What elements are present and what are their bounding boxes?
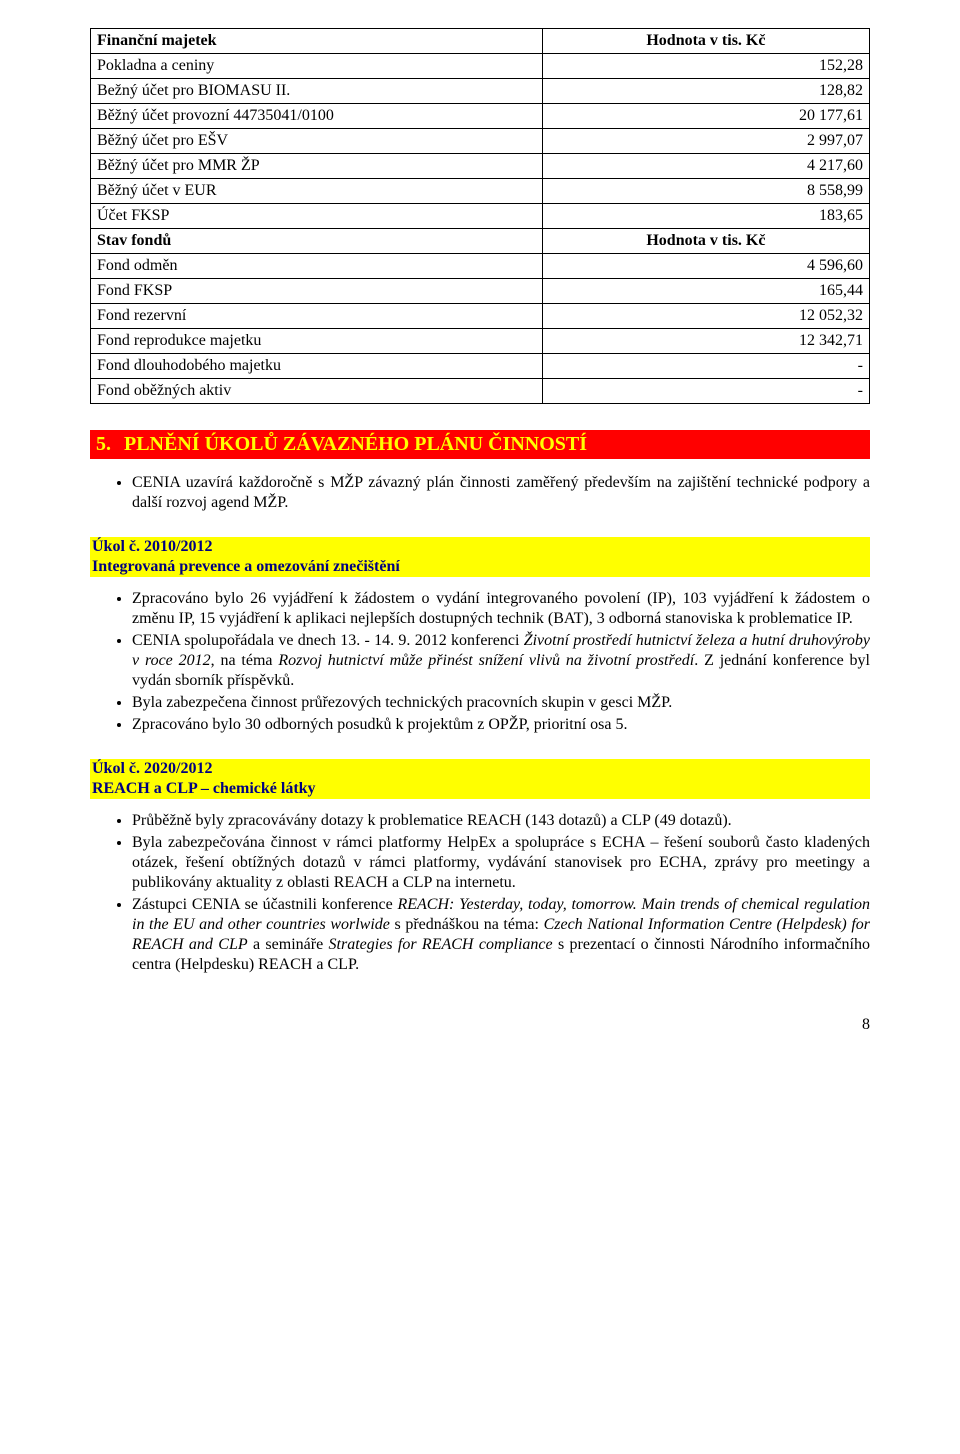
table-row: Fond oběžných aktiv- <box>91 379 870 404</box>
table-cell-label: Pokladna a ceniny <box>91 54 543 79</box>
table-cell-label: Stav fondů <box>91 229 543 254</box>
task-2020-header: Úkol č. 2020/2012 REACH a CLP – chemické… <box>90 759 870 799</box>
table-row: Bežný účet pro BIOMASU II.128,82 <box>91 79 870 104</box>
table-cell-value: 128,82 <box>542 79 869 104</box>
table-cell-value: 12 342,71 <box>542 329 869 354</box>
financial-table: Finanční majetekHodnota v tis. KčPokladn… <box>90 28 870 404</box>
list-item: Zpracováno bylo 30 odborných posudků k p… <box>132 715 870 735</box>
task-2020-name: REACH a CLP – chemické látky <box>92 780 316 797</box>
table-cell-value: 2 997,07 <box>542 129 869 154</box>
table-cell-value: 8 558,99 <box>542 179 869 204</box>
table-cell-value: - <box>542 354 869 379</box>
table-cell-value: 20 177,61 <box>542 104 869 129</box>
table-cell-label: Běžný účet pro EŠV <box>91 129 543 154</box>
table-cell-label: Fond odměn <box>91 254 543 279</box>
table-row: Fond dlouhodobého majetku- <box>91 354 870 379</box>
table-row: Účet FKSP183,65 <box>91 204 870 229</box>
table-row: Fond FKSP165,44 <box>91 279 870 304</box>
table-cell-value: Hodnota v tis. Kč <box>542 29 869 54</box>
table-row: Stav fondůHodnota v tis. Kč <box>91 229 870 254</box>
table-cell-value: 165,44 <box>542 279 869 304</box>
table-cell-label: Bežný účet pro BIOMASU II. <box>91 79 543 104</box>
table-cell-label: Běžný účet pro MMR ŽP <box>91 154 543 179</box>
task-2020-bullets: Průběžně byly zpracovávány dotazy k prob… <box>132 811 870 975</box>
table-cell-value: 152,28 <box>542 54 869 79</box>
section-5-number: 5. <box>96 432 111 457</box>
section-5-header: 5. PLNĚNÍ ÚKOLŮ ZÁVAZNÉHO PLÁNU ČINNOSTÍ <box>90 430 870 459</box>
table-row: Fond reprodukce majetku12 342,71 <box>91 329 870 354</box>
table-cell-value: 183,65 <box>542 204 869 229</box>
table-row: Fond odměn4 596,60 <box>91 254 870 279</box>
table-row: Běžný účet pro EŠV2 997,07 <box>91 129 870 154</box>
table-row: Fond rezervní12 052,32 <box>91 304 870 329</box>
page-number: 8 <box>90 1015 870 1035</box>
table-cell-label: Běžný účet provozní 44735041/0100 <box>91 104 543 129</box>
table-cell-label: Fond rezervní <box>91 304 543 329</box>
section-5-intro-list: CENIA uzavírá každoročně s MŽP závazný p… <box>132 473 870 513</box>
table-cell-label: Běžný účet v EUR <box>91 179 543 204</box>
table-cell-label: Fond FKSP <box>91 279 543 304</box>
table-row: Běžný účet provozní 44735041/010020 177,… <box>91 104 870 129</box>
table-cell-label: Účet FKSP <box>91 204 543 229</box>
list-item: Zástupci CENIA se účastnili konference R… <box>132 895 870 975</box>
table-cell-label: Fond dlouhodobého majetku <box>91 354 543 379</box>
table-row: Finanční majetekHodnota v tis. Kč <box>91 29 870 54</box>
table-cell-value: 4 596,60 <box>542 254 869 279</box>
table-cell-value: 4 217,60 <box>542 154 869 179</box>
table-row: Pokladna a ceniny152,28 <box>91 54 870 79</box>
list-item: Průběžně byly zpracovávány dotazy k prob… <box>132 811 870 831</box>
list-item: Byla zabezpečena činnost průřezových tec… <box>132 693 870 713</box>
task-2010-header: Úkol č. 2010/2012 Integrovaná prevence a… <box>90 537 870 577</box>
table-cell-value: - <box>542 379 869 404</box>
table-row: Běžný účet pro MMR ŽP4 217,60 <box>91 154 870 179</box>
table-row: Běžný účet v EUR8 558,99 <box>91 179 870 204</box>
list-item: CENIA spolupořádala ve dnech 13. - 14. 9… <box>132 631 870 691</box>
table-cell-label: Finanční majetek <box>91 29 543 54</box>
list-item: Zpracováno bylo 26 vyjádření k žádostem … <box>132 589 870 629</box>
task-2010-code: Úkol č. 2010/2012 <box>92 538 212 555</box>
table-cell-label: Fond reprodukce majetku <box>91 329 543 354</box>
table-cell-value: 12 052,32 <box>542 304 869 329</box>
task-2010-bullets: Zpracováno bylo 26 vyjádření k žádostem … <box>132 589 870 735</box>
task-2020-code: Úkol č. 2020/2012 <box>92 760 212 777</box>
task-2010-name: Integrovaná prevence a omezování znečišt… <box>92 558 400 575</box>
section-5-title: PLNĚNÍ ÚKOLŮ ZÁVAZNÉHO PLÁNU ČINNOSTÍ <box>124 433 587 455</box>
table-cell-label: Fond oběžných aktiv <box>91 379 543 404</box>
section-5-intro-text: CENIA uzavírá každoročně s MŽP závazný p… <box>132 473 870 513</box>
list-item: Byla zabezpečována činnost v rámci platf… <box>132 833 870 893</box>
table-cell-value: Hodnota v tis. Kč <box>542 229 869 254</box>
